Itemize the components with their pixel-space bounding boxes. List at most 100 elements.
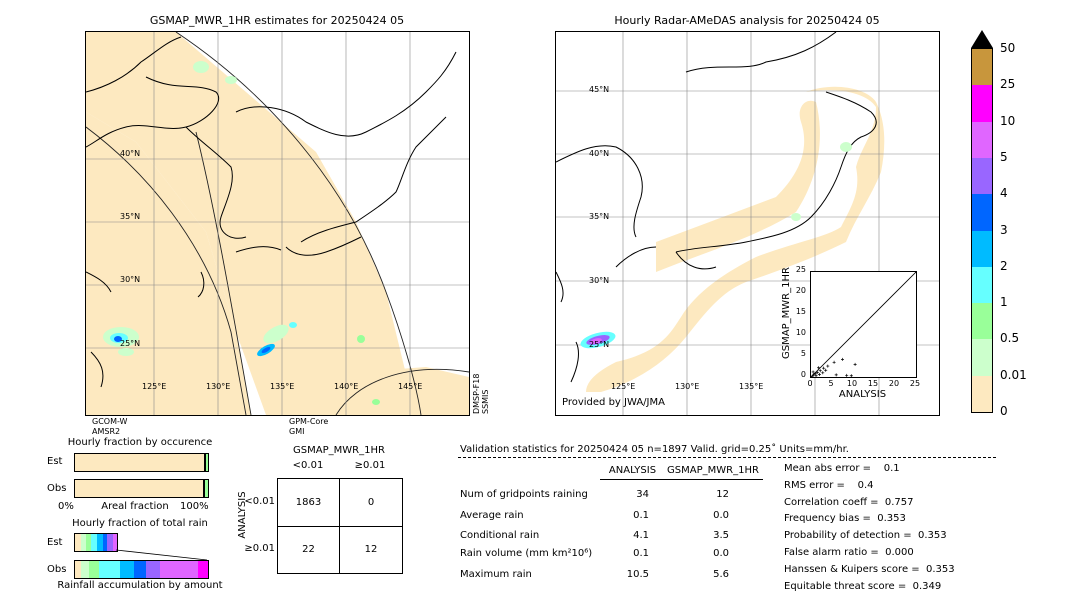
scatter-svg bbox=[811, 272, 916, 377]
total-rain-row-label: Obs bbox=[47, 564, 67, 575]
occurrence-xlabel-right: 100% bbox=[180, 501, 209, 512]
right-lon-label: 125°E bbox=[611, 382, 636, 391]
left-lat-label: 25°N bbox=[120, 339, 141, 348]
validation-score: Equitable threat score = 0.349 bbox=[784, 580, 942, 592]
left-lon-label: 125°E bbox=[142, 382, 167, 391]
occurrence-xlabel: Areal fraction bbox=[101, 501, 169, 512]
occurrence-title: Hourly fraction by occurence bbox=[67, 437, 213, 448]
occurrence-bar-est bbox=[74, 453, 209, 472]
right-lat-label: 40°N bbox=[589, 149, 610, 158]
scatter-xtick: 10 bbox=[846, 379, 858, 388]
sensor-sub: GMI bbox=[289, 427, 305, 436]
colorbar-segment bbox=[972, 375, 992, 413]
data-credit: Provided by JWA/JMA bbox=[562, 397, 665, 408]
scatter-point bbox=[853, 362, 857, 366]
colorbar-label: 0 bbox=[1000, 404, 1008, 418]
contingency-row-label: ≥0.01 bbox=[244, 543, 275, 554]
colorbar-label: 0.5 bbox=[1000, 331, 1020, 346]
colorbar-label: 50 bbox=[1000, 41, 1016, 55]
validation-score: Probability of detection = 0.353 bbox=[784, 530, 947, 542]
colorbar-label: 25 bbox=[1000, 77, 1016, 92]
validation-header: Validation statistics for 20250424 05 n=… bbox=[460, 444, 849, 455]
total-rain-row-label: Est bbox=[47, 537, 63, 548]
colorbar-label: 3 bbox=[1000, 222, 1008, 237]
contingency-cell: 1863 bbox=[295, 497, 322, 508]
right-lat-label: 25°N bbox=[589, 340, 610, 349]
right-lat-label: 45°N bbox=[589, 85, 610, 94]
left-map: 40°N 35°N 30°N 25°N 125°E 130°E 135°E 14… bbox=[85, 31, 470, 416]
left-lon-label: 130°E bbox=[206, 382, 231, 391]
validation-gsmap-value: 12 bbox=[716, 489, 729, 500]
validation-score: Hanssen & Kuipers score = 0.353 bbox=[784, 563, 955, 575]
contingency-cell: 22 bbox=[302, 544, 315, 555]
validation-gsmap-value: 0.0 bbox=[713, 510, 729, 521]
left-lat-label: 40°N bbox=[120, 149, 141, 158]
contingency-col-label: ≥0.01 bbox=[354, 460, 386, 471]
colorbar-segment bbox=[972, 230, 992, 268]
scatter-point bbox=[826, 364, 830, 368]
left-lon-label: 140°E bbox=[334, 382, 359, 391]
validation-gsmap-value: 5.6 bbox=[713, 569, 729, 580]
colorbar-segment bbox=[972, 339, 992, 377]
right-lat-label: 30°N bbox=[589, 276, 610, 285]
left-lon-label: 145°E bbox=[398, 382, 423, 391]
validation-gsmap-value: 0.0 bbox=[713, 548, 729, 559]
scatter-point bbox=[813, 372, 817, 376]
validation-col-divider bbox=[600, 479, 763, 480]
colorbar-segment bbox=[972, 266, 992, 304]
right-lat-label: 35°N bbox=[589, 212, 610, 221]
colorbar-label: 5 bbox=[1000, 149, 1008, 164]
colorbar-segment bbox=[972, 157, 992, 195]
contingency-cell: 0 bbox=[367, 497, 375, 508]
scatter-point bbox=[834, 373, 838, 377]
scatter-point bbox=[822, 366, 826, 370]
scatter-point bbox=[815, 370, 819, 374]
scatter-xtick: 5 bbox=[828, 379, 834, 388]
validation-divider bbox=[458, 457, 996, 458]
scatter-ytick: 0 bbox=[800, 370, 806, 379]
colorbar bbox=[971, 30, 993, 414]
scatter-xtick: 25 bbox=[909, 379, 921, 388]
contingency-row-label: <0.01 bbox=[244, 496, 275, 507]
occurrence-row-label: Est bbox=[47, 456, 63, 467]
colorbar-segment bbox=[972, 121, 992, 159]
validation-analysis-value: 10.5 bbox=[626, 569, 649, 580]
scatter-xtick: 0 bbox=[807, 379, 813, 388]
sensor-name-text: DMSP-F18 bbox=[472, 373, 481, 414]
right-lon-label: 130°E bbox=[675, 382, 700, 391]
contingency-table: 1863 0 22 12 bbox=[277, 478, 403, 574]
sensor-sub: AMSR2 bbox=[92, 427, 121, 436]
scatter-point bbox=[832, 360, 836, 364]
validation-score: Frequency bias = 0.353 bbox=[784, 513, 906, 525]
scatter-xtick: 15 bbox=[867, 379, 879, 388]
scatter-point bbox=[811, 370, 815, 374]
validation-analysis-value: 0.1 bbox=[633, 510, 649, 521]
occurrence-bar-obs bbox=[74, 479, 209, 498]
validation-row-label: Rain volume (mm km²10⁶) bbox=[460, 548, 593, 559]
left-lat-label: 30°N bbox=[120, 275, 141, 284]
scatter-point bbox=[849, 374, 853, 377]
colorbar-label: 2 bbox=[1000, 258, 1008, 273]
swath-amsr2 bbox=[86, 32, 176, 92]
validation-analysis-value: 4.1 bbox=[633, 530, 649, 541]
scatter-ytick: 10 bbox=[795, 328, 806, 337]
scatter-plot bbox=[810, 271, 917, 378]
scatter-ytick: 20 bbox=[795, 286, 806, 295]
scatter-point bbox=[821, 371, 825, 375]
total-rain-xlabel: Rainfall accumulation by amount bbox=[57, 580, 223, 591]
scatter-ytick: 25 bbox=[795, 265, 806, 274]
sensor-name: GPM-Core bbox=[289, 417, 329, 426]
contingency-side-label: ANALYSIS bbox=[237, 491, 248, 539]
total-rain-bar-est bbox=[74, 533, 118, 552]
scatter-point bbox=[817, 366, 821, 370]
total-rain-bar-obs bbox=[74, 560, 209, 579]
colorbar-label: 0.01 bbox=[1000, 367, 1027, 382]
validation-row-label: Num of gridpoints raining bbox=[460, 489, 588, 500]
validation-col-gsmap: GSMAP_MWR_1HR bbox=[667, 465, 759, 476]
total-rain-title: Hourly fraction of total rain bbox=[72, 518, 208, 529]
left-map-title: GSMAP_MWR_1HR estimates for 20250424 05 bbox=[149, 14, 405, 27]
scatter-ytick: 5 bbox=[800, 349, 806, 358]
scatter-point bbox=[814, 374, 818, 377]
colorbar-stack bbox=[971, 48, 993, 413]
scatter-point bbox=[817, 372, 821, 376]
